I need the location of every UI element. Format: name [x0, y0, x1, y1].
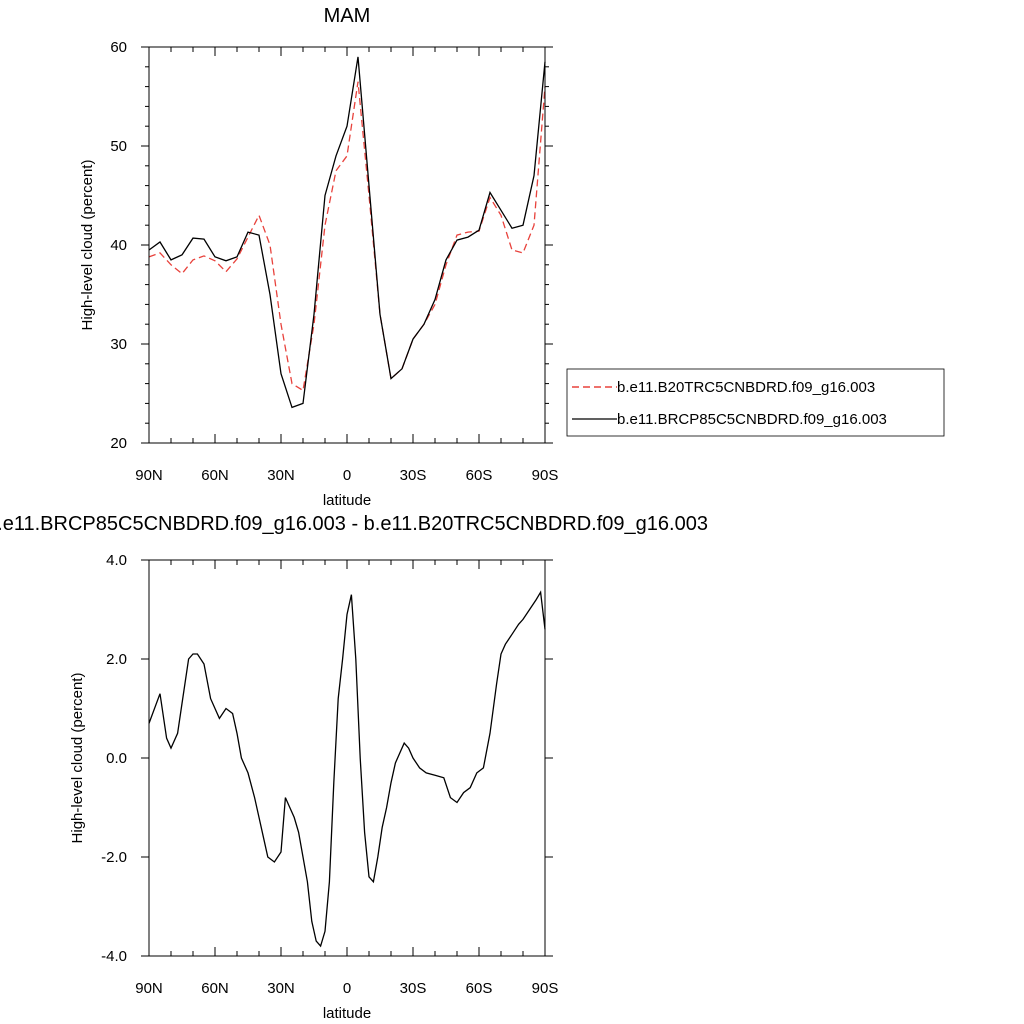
- top-series-group: [148, 56, 546, 409]
- bottom-ticks-group: 90N 60N 30N 0 30S 60S 90S -4.0 -2.0 0.0 2.0 4.0: [101, 552, 558, 997]
- legend-label-series-1: b.e11.B20TRC5CNBDRD.f09_g16.003: [617, 379, 875, 396]
- bottom-x-tick-label: 90S: [532, 980, 559, 997]
- top-x-tick-label: 90N: [135, 467, 163, 484]
- bottom-x-axis-label: latitude: [323, 1005, 371, 1022]
- top-y-tick-label: 30: [110, 336, 127, 353]
- top-y-tick-label: 60: [110, 39, 127, 56]
- top-chart-panel: MAM 90N 60N 30N 0 30S 60S 90S 20 30 40 50 60 latitu…: [79, 5, 945, 509]
- bottom-x-tick-label: 30N: [267, 980, 295, 997]
- bottom-x-tick-label: 90N: [135, 980, 163, 997]
- bottom-x-tick-label: 60S: [466, 980, 493, 997]
- top-y-axis-label: High-level cloud (percent): [79, 160, 96, 331]
- bottom-y-axis-label: High-level cloud (percent): [69, 673, 86, 844]
- bottom-y-tick-label: -4.0: [101, 948, 127, 965]
- top-y-tick-label: 40: [110, 237, 127, 254]
- top-series-line-2: [148, 56, 546, 409]
- top-x-tick-label: 60N: [201, 467, 229, 484]
- top-x-tick-label: 90S: [532, 467, 559, 484]
- top-x-axis-label: latitude: [323, 492, 371, 509]
- bottom-series-group: [148, 590, 546, 948]
- bottom-x-tick-label: 0: [343, 980, 351, 997]
- legend: b.e11.B20TRC5CNBDRD.f09_g16.003 b.e11.BR…: [566, 368, 945, 437]
- bottom-y-tick-label: 0.0: [106, 750, 127, 767]
- top-chart-title: MAM: [324, 5, 371, 27]
- legend-box: [566, 368, 945, 437]
- bottom-y-tick-label: -2.0: [101, 849, 127, 866]
- legend-label-series-2: b.e11.BRCP85C5CNBDRD.f09_g16.003: [617, 411, 887, 428]
- top-y-tick-label: 20: [110, 435, 127, 452]
- bottom-series-line-1: [148, 590, 546, 948]
- top-x-tick-label: 30N: [267, 467, 295, 484]
- top-x-tick-label: 60S: [466, 467, 493, 484]
- top-y-tick-label: 50: [110, 138, 127, 155]
- top-series-line-1: [148, 81, 546, 392]
- bottom-chart-title: b.e11.BRCP85C5CNBDRD.f09_g16.003 - b.e11…: [0, 513, 708, 535]
- bottom-x-tick-label: 60N: [201, 980, 229, 997]
- bottom-y-tick-label: 4.0: [106, 552, 127, 569]
- top-x-tick-label: 0: [343, 467, 351, 484]
- bottom-y-tick-label: 2.0: [106, 651, 127, 668]
- top-x-tick-label: 30S: [400, 467, 427, 484]
- top-ticks-group: 90N 60N 30N 0 30S 60S 90S 20 30 40 50 60: [110, 39, 558, 484]
- bottom-x-tick-label: 30S: [400, 980, 427, 997]
- bottom-chart-panel: b.e11.BRCP85C5CNBDRD.f09_g16.003 - b.e11…: [0, 513, 708, 1022]
